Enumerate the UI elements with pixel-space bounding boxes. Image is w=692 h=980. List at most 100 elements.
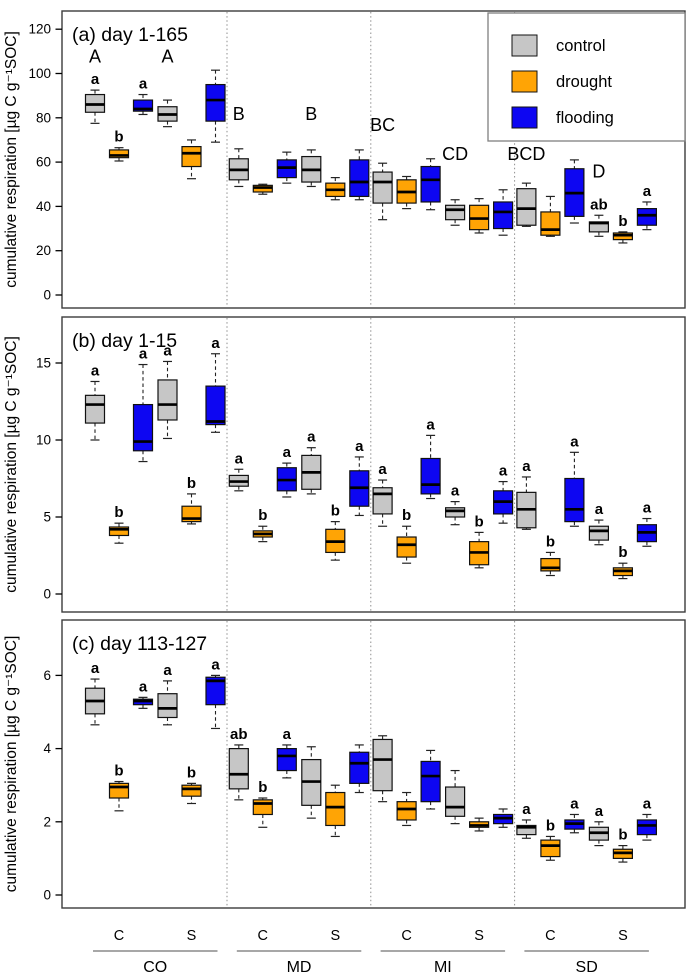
- substrate-sig-letter: A: [89, 46, 101, 66]
- box-b-MI-C-drought: b: [396, 507, 417, 564]
- x-group-MD: C S MD: [236, 928, 362, 976]
- treatment-sig-letter: a: [307, 429, 316, 446]
- box-c-MD-S-flooding: [349, 744, 370, 794]
- iqr-box: [516, 824, 537, 836]
- treatment-sig-letter: a: [139, 76, 148, 93]
- iqr-box: [564, 477, 585, 523]
- box-b-MI-C-control: a: [372, 461, 393, 527]
- group-label: CO: [143, 959, 167, 976]
- substrate-label-s: S: [187, 928, 197, 944]
- box-a-MI-C-control: [372, 162, 393, 221]
- box-c-MD-S-control: [301, 746, 322, 819]
- y-tick-label: 80: [36, 110, 51, 125]
- y-tick-label: 15: [36, 356, 51, 371]
- box-a-MD-S-flooding: [349, 149, 370, 201]
- group-label: SD: [576, 959, 598, 976]
- treatment-sig-letter: a: [163, 342, 172, 359]
- box-c-CO-S-control: a: [157, 662, 178, 726]
- box-b-SD-C-control: a: [516, 458, 537, 530]
- subgroup-a-MI-C: BC: [370, 115, 441, 221]
- iqr-box: [493, 201, 514, 230]
- subgroup-a-CO-C: Aa b a: [84, 46, 154, 162]
- iqr-box: [636, 208, 658, 226]
- box-a-CO-C-flooding: a: [132, 76, 154, 116]
- panel-title-c: (c) day 113-127: [72, 633, 207, 655]
- box-c-MI-S-flooding: [493, 808, 514, 828]
- iqr-box: [157, 379, 178, 421]
- treatment-sig-letter: b: [114, 763, 123, 780]
- substrate-label-s: S: [618, 928, 628, 944]
- treatment-sig-letter: b: [114, 129, 123, 146]
- box-b-MD-C-control: a: [228, 450, 249, 492]
- substrate-sig-letter: BC: [370, 115, 395, 135]
- box-a-MI-S-flooding: [493, 189, 514, 236]
- treatment-sig-letter: a: [522, 801, 531, 818]
- box-c-CO-S-drought: b: [181, 764, 202, 805]
- subgroup-b-MI-S: aba: [445, 463, 514, 569]
- subgroup-c-SD-S: aba: [588, 795, 658, 863]
- box-c-CO-S-flooding: a: [205, 656, 226, 730]
- treatment-sig-letter: a: [595, 501, 604, 518]
- legend-swatch-drought: [511, 70, 538, 93]
- treatment-sig-letter: ab: [590, 196, 608, 213]
- box-c-SD-C-control: a: [516, 801, 537, 839]
- treatment-sig-letter: a: [378, 461, 387, 478]
- treatment-sig-letter: b: [402, 507, 411, 524]
- iqr-box: [420, 165, 441, 203]
- iqr-box: [181, 145, 202, 168]
- substrate-sig-letter: BCD: [507, 144, 545, 164]
- substrate-label-c: C: [258, 928, 268, 944]
- y-axis-title-a: cumulative respiration [µg C g⁻¹SOC]: [3, 31, 20, 288]
- legend-item-flooding: flooding: [511, 106, 614, 129]
- y-tick-label: 20: [36, 243, 51, 258]
- iqr-box: [349, 751, 370, 784]
- treatment-sig-letter: a: [570, 795, 579, 812]
- box-b-CO-C-flooding: a: [132, 346, 154, 463]
- legend: control drought flooding: [487, 12, 686, 142]
- box-b-SD-S-drought: b: [612, 544, 634, 580]
- treatment-sig-letter: b: [331, 503, 340, 520]
- iqr-box: [181, 784, 202, 797]
- substrate-label-s: S: [330, 928, 340, 944]
- box-c-SD-S-drought: b: [612, 827, 634, 863]
- iqr-box: [325, 791, 346, 827]
- x-group-MI: C S MI: [380, 928, 506, 976]
- legend-item-control: control: [511, 34, 606, 57]
- box-b-CO-S-control: a: [157, 342, 178, 440]
- box-b-SD-C-flooding: a: [564, 433, 585, 527]
- treatment-sig-letter: a: [643, 183, 652, 200]
- box-a-MD-C-flooding: [276, 151, 297, 184]
- subgroup-a-MD-S: B: [301, 104, 370, 201]
- subgroup-b-MI-C: a b a: [372, 416, 441, 564]
- treatment-sig-letter: a: [643, 795, 652, 812]
- iqr-box: [372, 171, 393, 204]
- panel-title-a: (a) day 1-165: [72, 24, 188, 46]
- y-tick-label: 2: [43, 814, 51, 829]
- treatment-sig-letter: a: [643, 500, 652, 517]
- treatment-sig-letter: b: [187, 475, 196, 492]
- box-b-MI-S-control: a: [445, 483, 466, 526]
- box-a-CO-S-flooding: [205, 69, 226, 143]
- box-b-MD-S-flooding: a: [349, 438, 370, 517]
- box-b-SD-S-control: a: [588, 501, 610, 546]
- iqr-box: [276, 747, 297, 772]
- substrate-label-c: C: [401, 928, 411, 944]
- box-b-CO-S-drought: b: [181, 475, 202, 525]
- box-a-MD-S-control: [301, 149, 322, 188]
- treatment-sig-letter: a: [355, 438, 364, 455]
- subgroup-b-CO-C: a b a: [84, 346, 154, 544]
- box-a-MD-C-control: [228, 148, 249, 188]
- treatment-sig-letter: a: [570, 433, 579, 450]
- group-label: MD: [287, 959, 312, 976]
- substrate-sig-letter: CD: [442, 144, 468, 164]
- subgroup-b-SD-S: a b a: [588, 500, 658, 580]
- y-tick-label: 60: [36, 155, 51, 170]
- box-c-MD-C-flooding: a: [276, 726, 297, 779]
- box-a-MI-S-drought: [469, 198, 490, 234]
- treatment-sig-letter: a: [211, 656, 220, 673]
- y-tick-label: 100: [28, 66, 51, 81]
- iqr-box: [396, 536, 417, 558]
- subgroup-b-CO-S: a b a: [157, 335, 226, 525]
